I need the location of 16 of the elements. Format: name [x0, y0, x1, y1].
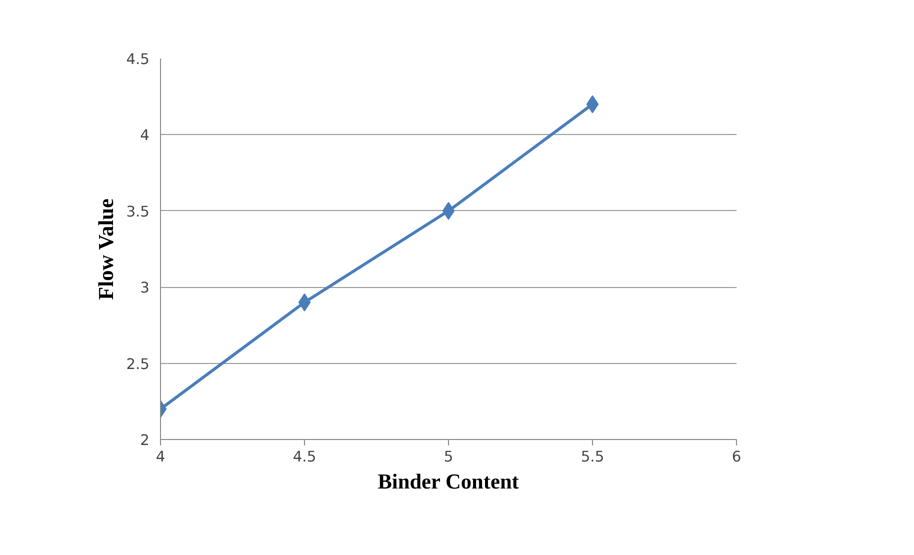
point [586, 95, 599, 114]
y-tick-label: 2.5 [126, 356, 150, 373]
point [442, 202, 455, 220]
y-tick-label: 4 [140, 127, 150, 144]
x-tick-label: 5.5 [580, 448, 604, 466]
point [298, 293, 311, 312]
y-tick-label: 2 [140, 432, 150, 449]
x-tick-label: 4.5 [292, 448, 316, 466]
y-tick-label: 4.5 [126, 51, 150, 68]
x-tick-label: 5 [444, 448, 454, 466]
x-axis-title: Binder Content [378, 470, 520, 494]
y-axis-title: Flow Value [94, 198, 118, 300]
x-tick-label: 6 [732, 448, 742, 466]
y-tick-label: 3 [140, 280, 150, 297]
x-tick-label: 4 [156, 448, 166, 466]
y-tick-label: 3.5 [126, 203, 150, 220]
